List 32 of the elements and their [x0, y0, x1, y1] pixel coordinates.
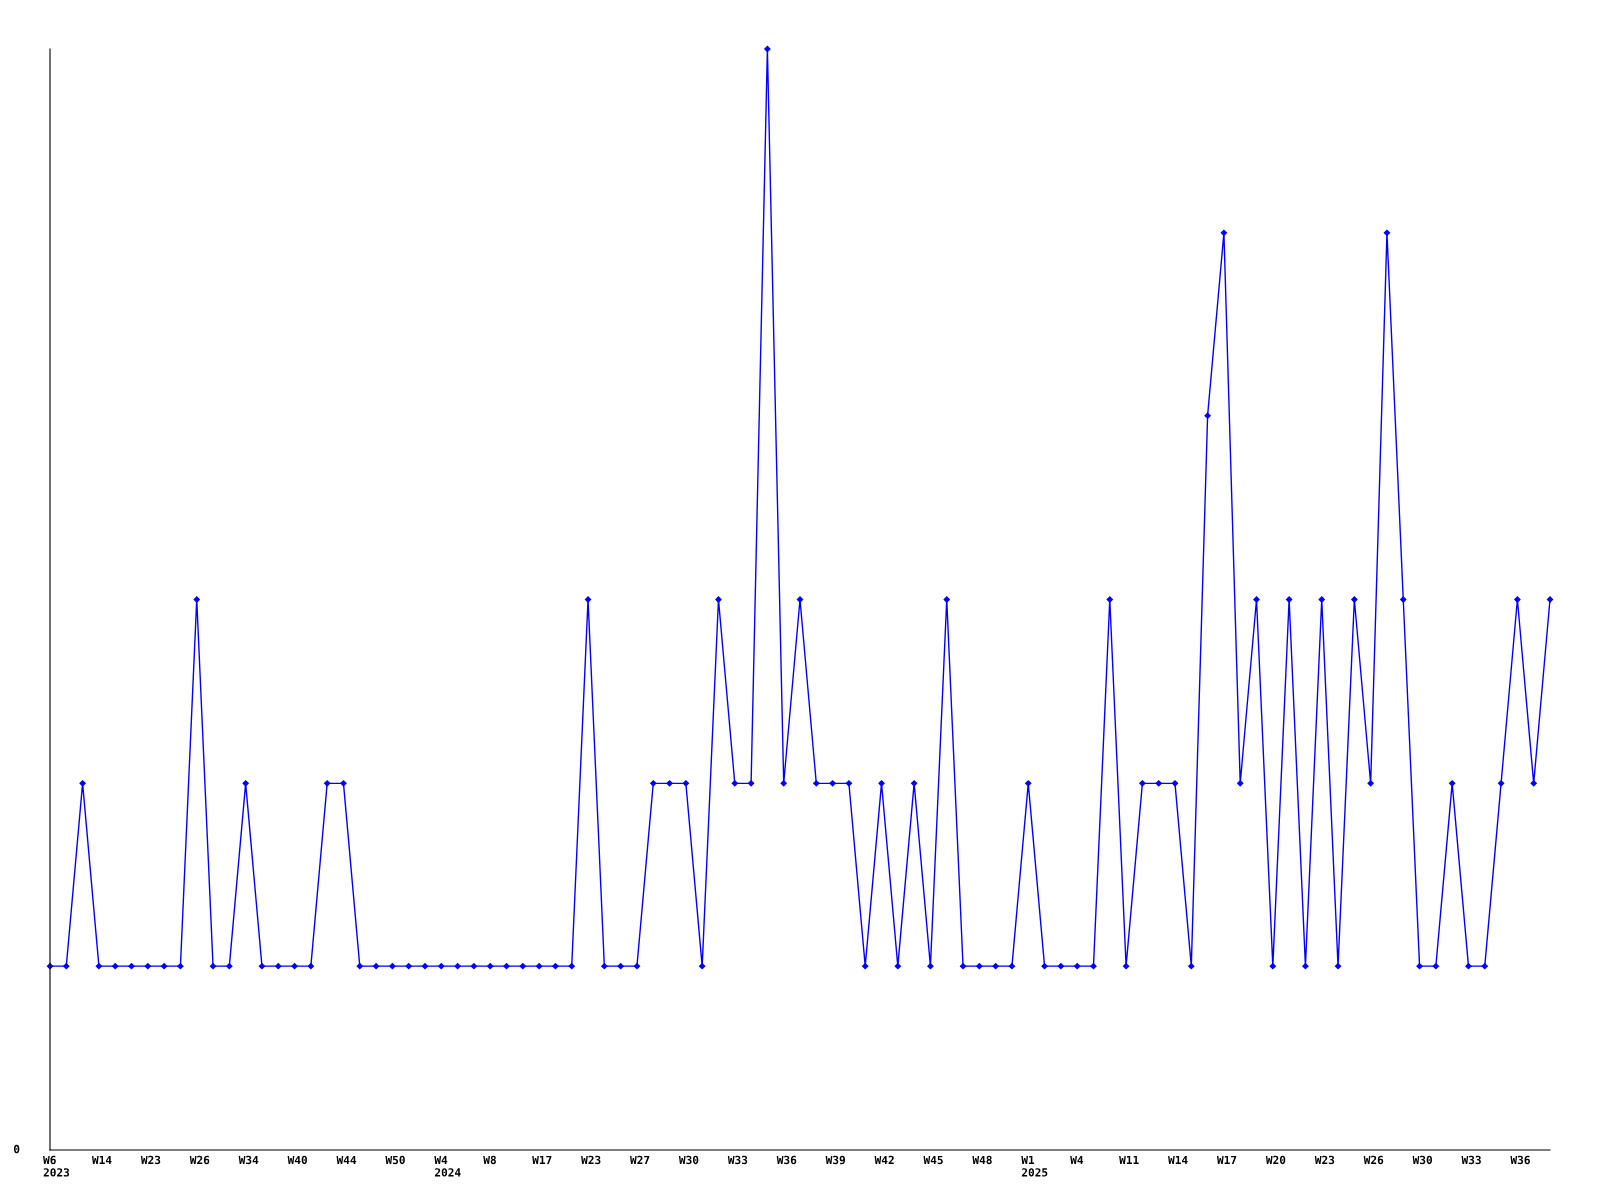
x-tick-label: W23: [581, 1155, 601, 1165]
x-tick-label: W36: [1510, 1155, 1530, 1165]
x-tick-label: W8: [483, 1155, 496, 1165]
x-tick-label: W27: [630, 1155, 650, 1164]
x-tick-label: W6 2023: [43, 1155, 70, 1177]
x-tick-label: W42: [874, 1155, 894, 1164]
x-tick-label: W11: [1119, 1155, 1139, 1164]
x-tick-label: W23: [140, 1155, 161, 1165]
x-tick-label: W39: [825, 1155, 846, 1165]
x-tick-label: W17: [532, 1155, 552, 1164]
x-tick-label: W14: [1168, 1155, 1188, 1164]
x-tick-label: W44: [336, 1155, 357, 1164]
x-tick-label: W40: [287, 1155, 308, 1165]
x-tick-label: W4 2024: [434, 1155, 461, 1177]
x-tick-label: W17: [1216, 1155, 1237, 1164]
x-tick-label: W20: [1265, 1155, 1286, 1165]
x-tick-label: W1 2025: [1021, 1155, 1048, 1177]
x-tick-label: W36: [776, 1155, 797, 1165]
x-tick-label: W33: [1461, 1155, 1481, 1165]
x-tick-label: W33: [727, 1155, 748, 1165]
x-tick-label: W4: [1070, 1155, 1084, 1164]
x-tick-label: W50: [385, 1155, 405, 1165]
x-tick-label: W23: [1314, 1155, 1335, 1165]
x-tick-label: W26: [189, 1155, 210, 1165]
x-tick-label: W34: [238, 1155, 259, 1165]
x-tick-label: W14: [91, 1155, 112, 1164]
x-tick-label: W26: [1363, 1155, 1384, 1165]
x-tick-label: W30: [678, 1155, 699, 1165]
x-tick-label: W45: [923, 1155, 943, 1165]
x-tick-label: W30: [1412, 1155, 1433, 1165]
text: 0: [13, 1144, 20, 1154]
x-tick-label: W48: [972, 1155, 992, 1165]
